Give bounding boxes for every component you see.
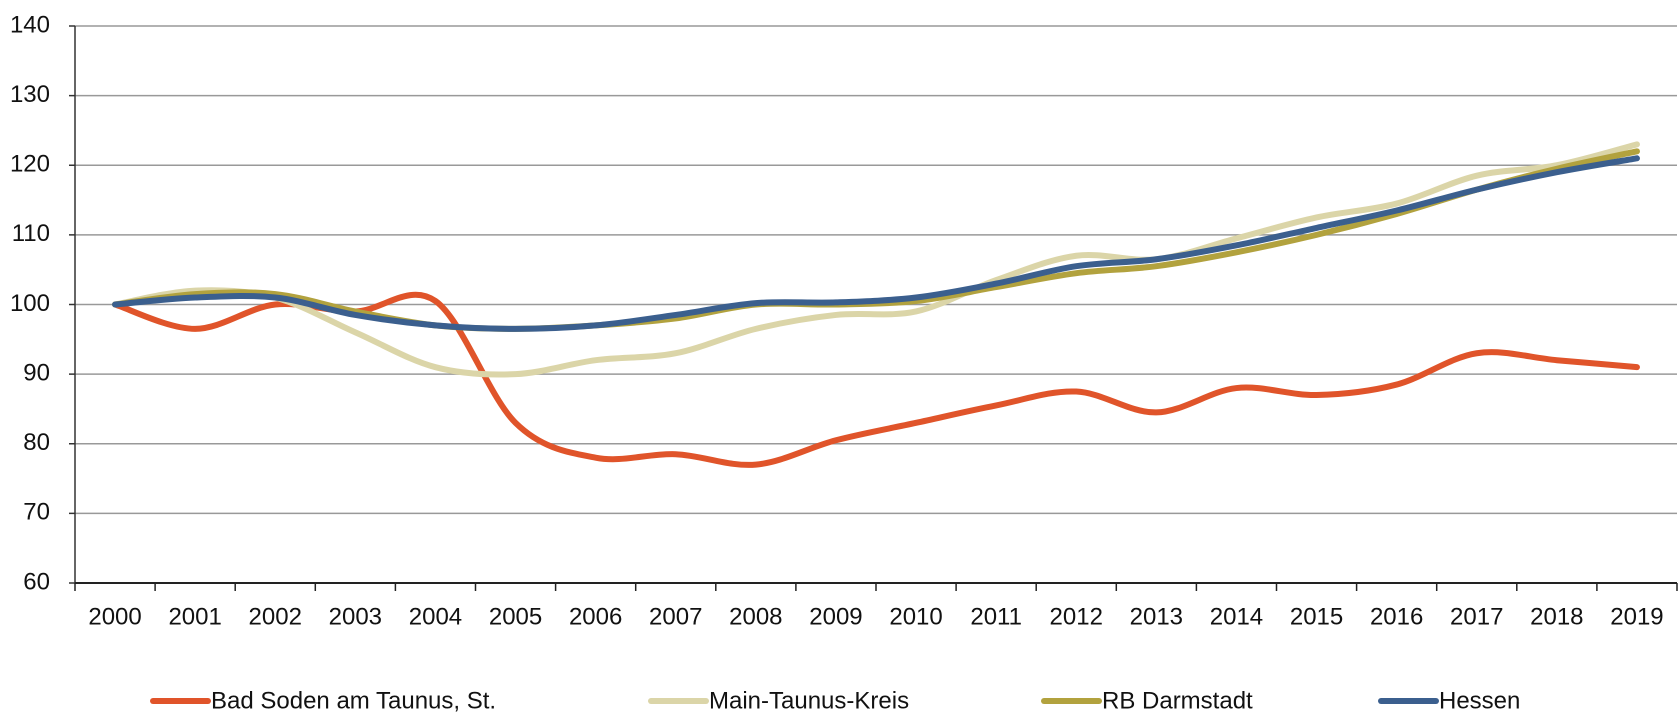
y-tick-label: 80 bbox=[23, 429, 50, 456]
series-line bbox=[112, 148, 1640, 332]
y-tick-label: 100 bbox=[10, 290, 50, 317]
x-tick-label: 2004 bbox=[409, 603, 462, 630]
series-line bbox=[112, 155, 1640, 332]
x-tick-label: 2006 bbox=[569, 603, 622, 630]
x-tick-label: 2014 bbox=[1210, 603, 1263, 630]
series-line bbox=[112, 291, 1640, 468]
x-tick-label: 2019 bbox=[1610, 603, 1663, 630]
x-tick-label: 2015 bbox=[1290, 603, 1343, 630]
legend-label: Hessen bbox=[1439, 687, 1520, 714]
x-tick-label: 2010 bbox=[889, 603, 942, 630]
y-tick-label: 120 bbox=[10, 151, 50, 178]
legend-label: Main-Taunus-Kreis bbox=[709, 687, 909, 714]
legend-label: RB Darmstadt bbox=[1102, 687, 1253, 714]
x-tick-label: 2016 bbox=[1370, 603, 1423, 630]
y-tick-label: 60 bbox=[23, 568, 50, 595]
x-tick-label: 2003 bbox=[329, 603, 382, 630]
x-tick-label: 2013 bbox=[1130, 603, 1183, 630]
x-tick-label: 2005 bbox=[489, 603, 542, 630]
x-tick-label: 2018 bbox=[1530, 603, 1583, 630]
y-tick-label: 140 bbox=[10, 11, 50, 38]
x-tick-label: 2001 bbox=[168, 603, 221, 630]
x-tick-label: 2017 bbox=[1450, 603, 1503, 630]
x-tick-label: 2012 bbox=[1050, 603, 1103, 630]
y-tick-label: 70 bbox=[23, 499, 50, 526]
series-line bbox=[112, 141, 1640, 378]
legend-label: Bad Soden am Taunus, St. bbox=[211, 687, 496, 714]
x-tick-label: 2011 bbox=[970, 603, 1022, 630]
x-tick-label: 2008 bbox=[729, 603, 782, 630]
x-tick-label: 2009 bbox=[809, 603, 862, 630]
x-tick-label: 2007 bbox=[649, 603, 702, 630]
y-tick-label: 110 bbox=[12, 220, 50, 247]
y-tick-label: 90 bbox=[23, 359, 50, 386]
x-tick-label: 2000 bbox=[88, 603, 141, 630]
x-tick-label: 2002 bbox=[249, 603, 302, 630]
y-tick-label: 130 bbox=[10, 81, 50, 108]
